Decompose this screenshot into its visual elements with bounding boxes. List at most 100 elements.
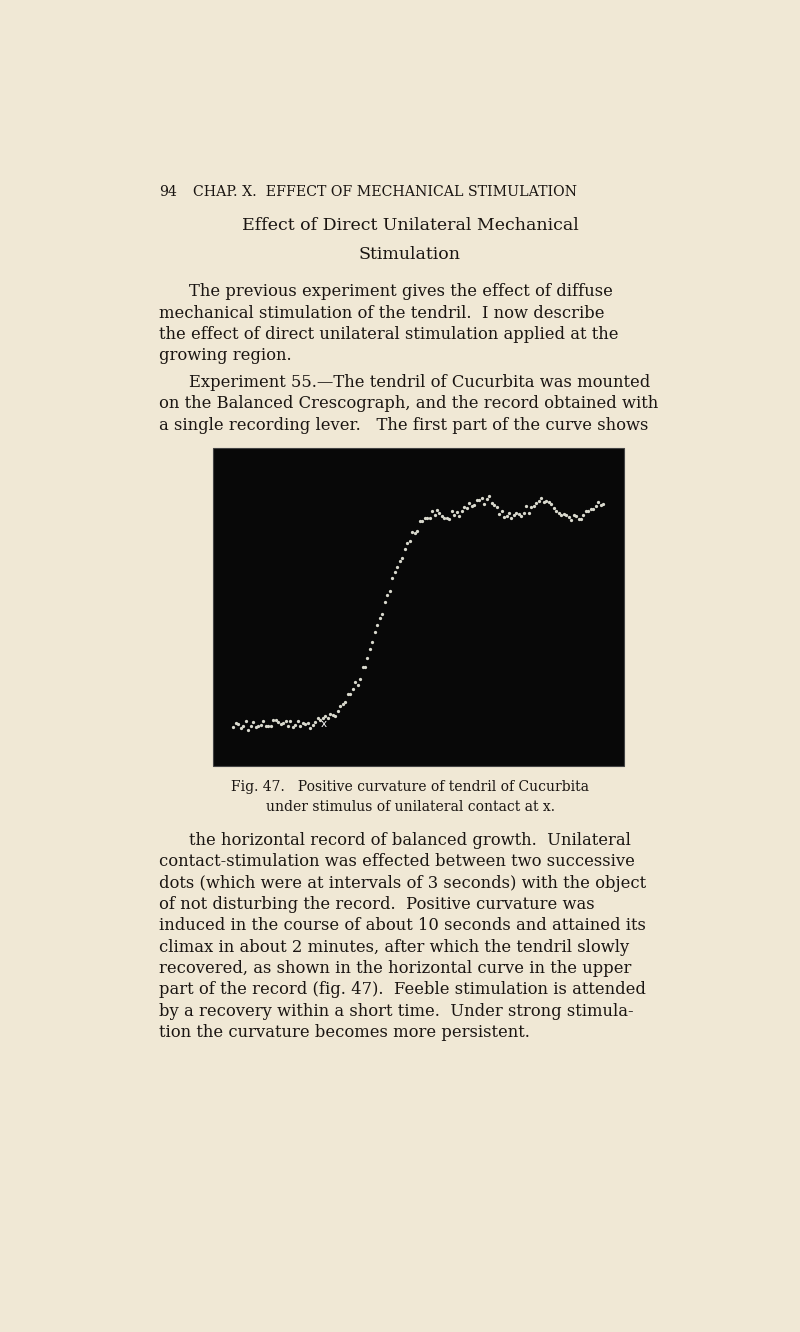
Point <box>244 715 257 737</box>
Point <box>369 622 382 643</box>
Point <box>585 498 598 519</box>
Point <box>294 715 307 737</box>
Point <box>538 492 550 513</box>
Point <box>237 715 250 737</box>
Point <box>316 707 329 729</box>
Point <box>530 493 542 514</box>
Point <box>493 503 506 525</box>
Point <box>414 510 426 531</box>
Point <box>257 711 270 733</box>
Point <box>542 492 555 513</box>
Point <box>594 494 607 515</box>
Point <box>525 496 538 517</box>
Point <box>398 538 411 559</box>
Text: a single recording lever.   The first part of the curve shows: a single recording lever. The first part… <box>159 417 648 434</box>
Point <box>304 718 317 739</box>
Point <box>366 631 379 653</box>
Text: growing region.: growing region. <box>159 348 291 365</box>
Point <box>371 614 384 635</box>
Point <box>309 711 322 733</box>
Point <box>289 714 302 735</box>
Point <box>254 714 267 735</box>
Point <box>361 647 374 669</box>
Point <box>297 713 310 734</box>
Point <box>302 713 314 734</box>
Point <box>482 485 495 506</box>
Point <box>319 705 332 726</box>
Point <box>342 683 354 705</box>
Text: 94: 94 <box>159 185 177 200</box>
Text: Effect of Direct Unilateral Mechanical: Effect of Direct Unilateral Mechanical <box>242 217 578 234</box>
Point <box>291 711 304 733</box>
Point <box>418 507 431 529</box>
Point <box>565 509 578 530</box>
Point <box>252 715 265 737</box>
Point <box>242 719 254 741</box>
Point <box>396 547 409 569</box>
Point <box>550 501 562 522</box>
Point <box>443 507 456 529</box>
Point <box>582 501 595 522</box>
Point <box>314 709 326 730</box>
Point <box>475 488 488 509</box>
Point <box>234 718 247 739</box>
Point <box>448 505 461 526</box>
Text: tion the curvature becomes more persistent.: tion the curvature becomes more persiste… <box>159 1024 530 1040</box>
Point <box>510 503 523 525</box>
Point <box>435 505 448 526</box>
Point <box>264 715 277 737</box>
Point <box>391 557 404 578</box>
Text: under stimulus of unilateral contact at x.: under stimulus of unilateral contact at … <box>266 801 554 814</box>
Point <box>331 701 344 722</box>
Point <box>406 521 418 542</box>
Point <box>344 683 357 705</box>
Point <box>232 714 245 735</box>
Point <box>349 671 362 693</box>
Point <box>545 493 558 514</box>
Point <box>346 678 359 699</box>
Point <box>329 705 342 726</box>
Point <box>438 507 451 529</box>
Text: of not disturbing the record.  Positive curvature was: of not disturbing the record. Positive c… <box>159 896 594 912</box>
Text: Experiment 55.—The tendril of Cucurbita was mounted: Experiment 55.—The tendril of Cucurbita … <box>189 374 650 392</box>
Point <box>326 705 339 726</box>
Point <box>408 522 421 543</box>
Point <box>502 502 515 523</box>
Point <box>284 711 297 733</box>
Point <box>527 496 540 517</box>
Point <box>458 496 470 517</box>
Point <box>306 714 319 735</box>
Point <box>597 494 610 515</box>
Text: contact-stimulation was effected between two successive: contact-stimulation was effected between… <box>159 854 634 870</box>
Point <box>515 506 528 527</box>
Point <box>572 509 585 530</box>
Text: Fig. 47.   Positive curvature of tendril of Cucurbita: Fig. 47. Positive curvature of tendril o… <box>231 779 589 794</box>
Point <box>562 506 575 527</box>
Point <box>374 607 386 629</box>
FancyBboxPatch shape <box>213 449 624 766</box>
Point <box>532 490 545 511</box>
Point <box>466 496 478 517</box>
Point <box>259 715 272 737</box>
Point <box>547 497 560 518</box>
Point <box>378 591 391 613</box>
Point <box>450 501 463 522</box>
Point <box>324 703 337 725</box>
Text: mechanical stimulation of the tendril.  I now describe: mechanical stimulation of the tendril. I… <box>159 305 605 322</box>
Point <box>428 505 441 526</box>
Text: recovered, as shown in the horizontal curve in the upper: recovered, as shown in the horizontal cu… <box>159 960 631 976</box>
Point <box>535 488 548 509</box>
Point <box>490 497 503 518</box>
Text: climax in about 2 minutes, after which the tendril slowly: climax in about 2 minutes, after which t… <box>159 939 629 955</box>
Text: the horizontal record of balanced growth.  Unilateral: the horizontal record of balanced growth… <box>189 832 630 848</box>
Point <box>470 489 483 510</box>
Point <box>500 505 513 526</box>
Point <box>250 717 262 738</box>
Point <box>468 494 481 515</box>
Point <box>540 490 553 511</box>
Point <box>592 492 605 513</box>
Point <box>266 709 279 730</box>
Point <box>520 496 533 517</box>
Point <box>518 502 530 523</box>
Point <box>279 710 292 731</box>
